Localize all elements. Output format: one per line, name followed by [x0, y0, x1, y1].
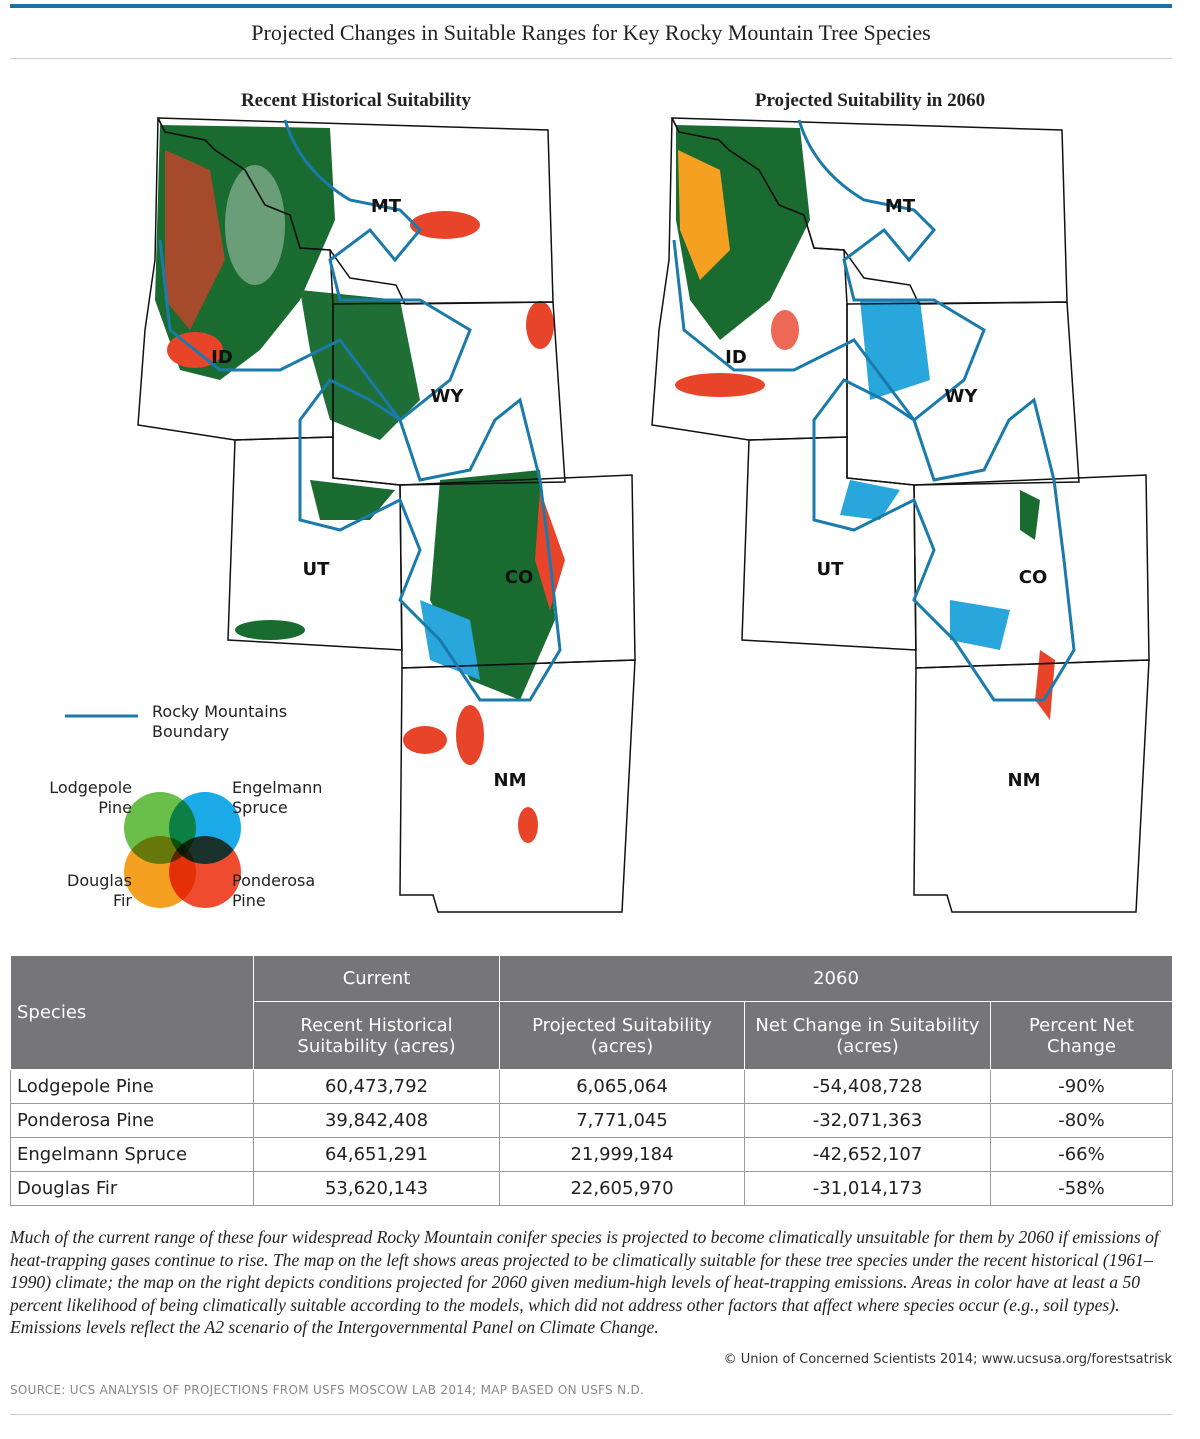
table-cell: -90% [990, 1069, 1173, 1104]
state-label: UT [817, 559, 845, 580]
state-label: MT [371, 196, 402, 217]
data-table: Species Current 2060 Recent Historical S… [10, 955, 1173, 1206]
header: Net Change in Suitability (acres) [744, 1001, 991, 1070]
rocky-boundary [672, 119, 1076, 702]
table-cell: 60,473,792 [253, 1069, 500, 1104]
table-cell: Douglas Fir [10, 1171, 254, 1206]
table-cell: -66% [990, 1137, 1173, 1172]
table-row: Ponderosa Pine 39,842,408 7,771,045 -32,071… [10, 1103, 1173, 1138]
title: Projected Changes in Suitable Ranges for… [251, 20, 931, 45]
table-cell: -80% [990, 1103, 1173, 1138]
header: 2060 [499, 955, 1173, 1002]
header: Current [253, 955, 500, 1002]
state-label: UT [303, 559, 331, 580]
table-cell: 64,651,291 [253, 1137, 500, 1172]
table-cell: Lodgepole Pine [10, 1069, 254, 1104]
table-cell: Ponderosa Pine [10, 1103, 254, 1138]
map-title: Recent Historical Suitability [240, 90, 472, 111]
table-cell: -54,408,728 [744, 1069, 991, 1104]
table-cell: 7,771,045 [499, 1103, 745, 1138]
table-cell: 6,065,064 [499, 1069, 745, 1104]
state-label: NM [1008, 770, 1041, 791]
table-row: Lodgepole Pine 60,473,792 6,065,064 -54,408… [10, 1069, 1173, 1104]
suitability-right [675, 125, 1055, 720]
table-row: Douglas Fir 53,620,143 22,605,970 -31,014,1… [10, 1171, 1173, 1206]
header: Percent Net Change [990, 1001, 1173, 1070]
legend-label: Ponderosa Pine [232, 871, 316, 910]
map-title: Projected Suitability in 2060 [754, 90, 986, 111]
table-cell: -58% [990, 1171, 1173, 1206]
table-cell: 39,842,408 [253, 1103, 500, 1138]
header: Species [10, 955, 254, 1070]
header: Projected Suitability (acres) [499, 1001, 745, 1070]
legend-label: Engelmann Spruce [232, 778, 323, 817]
state-label: NM [494, 770, 527, 791]
legend-label: Douglas Fir [67, 871, 132, 910]
state-label: WY [431, 386, 465, 407]
top-rule [10, 4, 1172, 8]
maps: MT ID WY UT CO NM MT ID WY UT CO NM [65, 117, 1150, 913]
state-label: CO [505, 567, 534, 588]
header: Recent Historical Suitability (acres) [253, 1001, 500, 1070]
credit: © Union of Concerned Scientists 2014; ww… [723, 1352, 1172, 1367]
rule [10, 58, 1172, 59]
table-cell: -32,071,363 [744, 1103, 991, 1138]
species-venn [124, 792, 241, 908]
table-cell: -42,652,107 [744, 1137, 991, 1172]
table-row: Engelmann Spruce 64,651,291 21,999,184 -42,… [10, 1137, 1173, 1172]
table-cell: 22,605,970 [499, 1171, 745, 1206]
table-cell: Engelmann Spruce [10, 1137, 254, 1172]
table-cell: 21,999,184 [499, 1137, 745, 1172]
table-cell: -31,014,173 [744, 1171, 991, 1206]
state-label: WY [945, 386, 979, 407]
rule [10, 1414, 1172, 1415]
caption: Much of the current range of these four … [10, 1227, 1159, 1337]
table-cell: 53,620,143 [253, 1171, 500, 1206]
state-label: ID [725, 347, 747, 368]
legend-label: Lodgepole Pine [49, 778, 132, 817]
state-label: CO [1019, 567, 1048, 588]
legend-label: Rocky Mountains Boundary [152, 702, 288, 741]
rocky-boundary [158, 119, 562, 702]
source: SOURCE: UCS ANALYSIS OF PROJECTIONS FROM… [10, 1383, 645, 1397]
state-label: MT [885, 196, 916, 217]
state-label: ID [211, 347, 233, 368]
